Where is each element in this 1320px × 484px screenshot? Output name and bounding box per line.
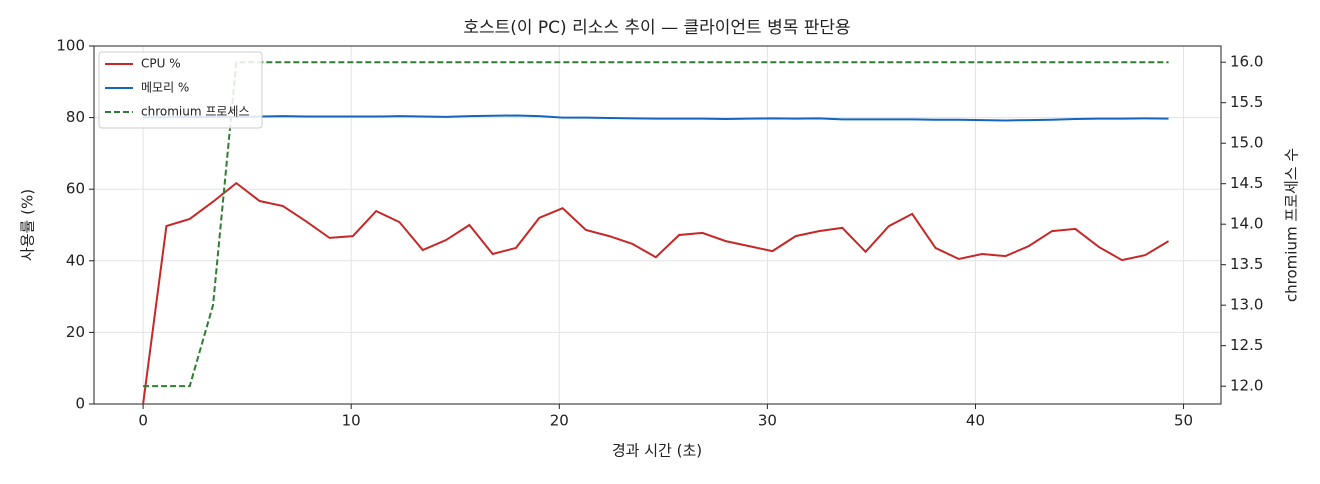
y-tick-label: 100 [56, 37, 85, 55]
x-tick-label: 10 [342, 412, 361, 430]
x-tick-label: 50 [1174, 412, 1193, 430]
y2-tick-label: 15.0 [1230, 134, 1263, 152]
x-tick-label: 0 [138, 412, 148, 430]
y2-tick-label: 16.0 [1230, 53, 1263, 71]
y2-axis-label: chromium 프로세스 수 [1283, 148, 1301, 302]
legend-label: CPU % [141, 57, 181, 71]
data-line [142, 181, 1170, 405]
chart-title: 호스트(이 PC) 리소스 추이 — 클라이언트 병목 판단용 [463, 18, 850, 38]
y-tick-label: 60 [66, 180, 85, 198]
y2-tick-label: 15.5 [1230, 93, 1263, 111]
legend-label: 메모리 % [141, 81, 189, 95]
y-tick-label: 0 [75, 395, 85, 413]
y2-tick-label: 14.5 [1230, 174, 1263, 192]
y-axis-label: 사용률 (%) [19, 189, 37, 261]
x-tick-label: 40 [966, 412, 985, 430]
plot-frame [93, 45, 1222, 405]
x-tick-label: 20 [550, 412, 569, 430]
y2-tick-label: 13.5 [1230, 255, 1263, 273]
y-tick-label: 80 [66, 108, 85, 126]
x-axis-label: 경과 시간 (초) [612, 442, 702, 460]
y2-tick-label: 13.0 [1230, 296, 1263, 314]
data-line [143, 114, 1169, 122]
y2-tick-label: 12.0 [1230, 377, 1263, 395]
x-tick-label: 30 [758, 412, 777, 430]
y-tick-label: 20 [66, 323, 85, 341]
legend-label: chromium 프로세스 [141, 105, 250, 119]
y-tick-label: 40 [66, 251, 85, 269]
data-line [143, 61, 1169, 388]
legend-box [98, 51, 263, 129]
y2-tick-label: 14.0 [1230, 215, 1263, 233]
y2-tick-label: 12.5 [1230, 336, 1263, 354]
legend: CPU % 메모리 % chromium 프로세스 [98, 51, 263, 129]
